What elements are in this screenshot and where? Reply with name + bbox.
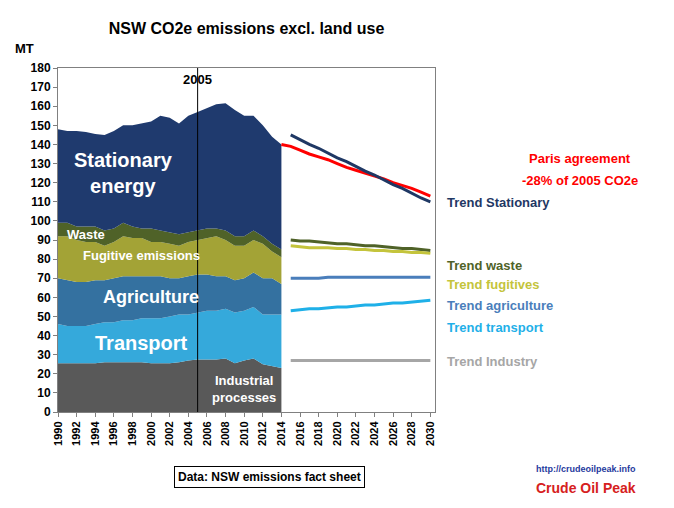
svg-text:20: 20 [37, 367, 51, 381]
svg-text:150: 150 [31, 119, 51, 133]
svg-text:2014: 2014 [275, 421, 287, 446]
svg-text:120: 120 [31, 176, 51, 190]
svg-text:0: 0 [44, 405, 51, 419]
svg-text:Trend fugitives: Trend fugitives [447, 277, 539, 292]
svg-text:2002: 2002 [163, 421, 175, 445]
svg-text:30: 30 [37, 348, 51, 362]
svg-text:2018: 2018 [312, 421, 324, 445]
svg-text:70: 70 [37, 271, 51, 285]
svg-text:40: 40 [37, 329, 51, 343]
svg-text:2012: 2012 [256, 421, 268, 445]
svg-text:Trend Stationary: Trend Stationary [447, 195, 550, 210]
svg-text:140: 140 [31, 138, 51, 152]
svg-text:Stationaryenergy: Stationaryenergy [74, 149, 173, 197]
svg-text:2026: 2026 [387, 421, 399, 445]
svg-text:2008: 2008 [219, 421, 231, 445]
svg-text:Crude Oil Peak: Crude Oil Peak [536, 480, 636, 496]
svg-text:Trend agriculture: Trend agriculture [447, 298, 553, 313]
svg-text:170: 170 [31, 80, 51, 94]
svg-text:Paris agreement: Paris agreement [529, 151, 631, 166]
svg-text:Trend transport: Trend transport [447, 320, 544, 335]
svg-text:10: 10 [37, 386, 51, 400]
svg-text:Data: NSW emissions fact sheet: Data: NSW emissions fact sheet [178, 470, 361, 484]
svg-text:1992: 1992 [70, 421, 82, 445]
svg-text:1996: 1996 [107, 421, 119, 445]
svg-text:Fugitive emissions: Fugitive emissions [83, 248, 200, 263]
svg-text:2010: 2010 [238, 421, 250, 445]
svg-text:2024: 2024 [368, 421, 380, 446]
svg-text:2004: 2004 [182, 421, 194, 446]
svg-text:Trend Industry: Trend Industry [447, 354, 538, 369]
svg-text:http://crudeoilpeak.info: http://crudeoilpeak.info [536, 464, 636, 474]
svg-text:2030: 2030 [424, 421, 436, 445]
svg-text:2005: 2005 [183, 72, 212, 87]
svg-text:90: 90 [37, 233, 51, 247]
svg-text:Transport: Transport [95, 332, 188, 354]
svg-text:50: 50 [37, 310, 51, 324]
svg-text:Agriculture: Agriculture [103, 287, 199, 307]
svg-text:160: 160 [31, 99, 51, 113]
svg-text:Waste: Waste [67, 227, 105, 242]
svg-text:100: 100 [31, 214, 51, 228]
svg-text:1990: 1990 [52, 421, 64, 445]
svg-text:MT: MT [15, 41, 34, 56]
svg-text:Industrialprocesses: Industrialprocesses [212, 373, 276, 405]
svg-text:Trend waste: Trend waste [447, 258, 522, 273]
svg-text:2020: 2020 [331, 421, 343, 445]
svg-text:80: 80 [37, 252, 51, 266]
svg-text:2022: 2022 [349, 421, 361, 445]
svg-text:60: 60 [37, 291, 51, 305]
svg-text:180: 180 [31, 61, 51, 75]
svg-text:2028: 2028 [405, 421, 417, 445]
svg-text:130: 130 [31, 157, 51, 171]
svg-text:-28% of 2005 CO2e: -28% of 2005 CO2e [522, 173, 638, 188]
svg-text:110: 110 [31, 195, 51, 209]
svg-text:1998: 1998 [126, 421, 138, 445]
svg-text:1994: 1994 [89, 421, 101, 446]
svg-text:2016: 2016 [294, 421, 306, 445]
svg-text:2000: 2000 [145, 421, 157, 445]
svg-text:NSW CO2e emissions excl. land: NSW CO2e emissions excl. land use [109, 20, 385, 37]
svg-text:2006: 2006 [201, 421, 213, 445]
